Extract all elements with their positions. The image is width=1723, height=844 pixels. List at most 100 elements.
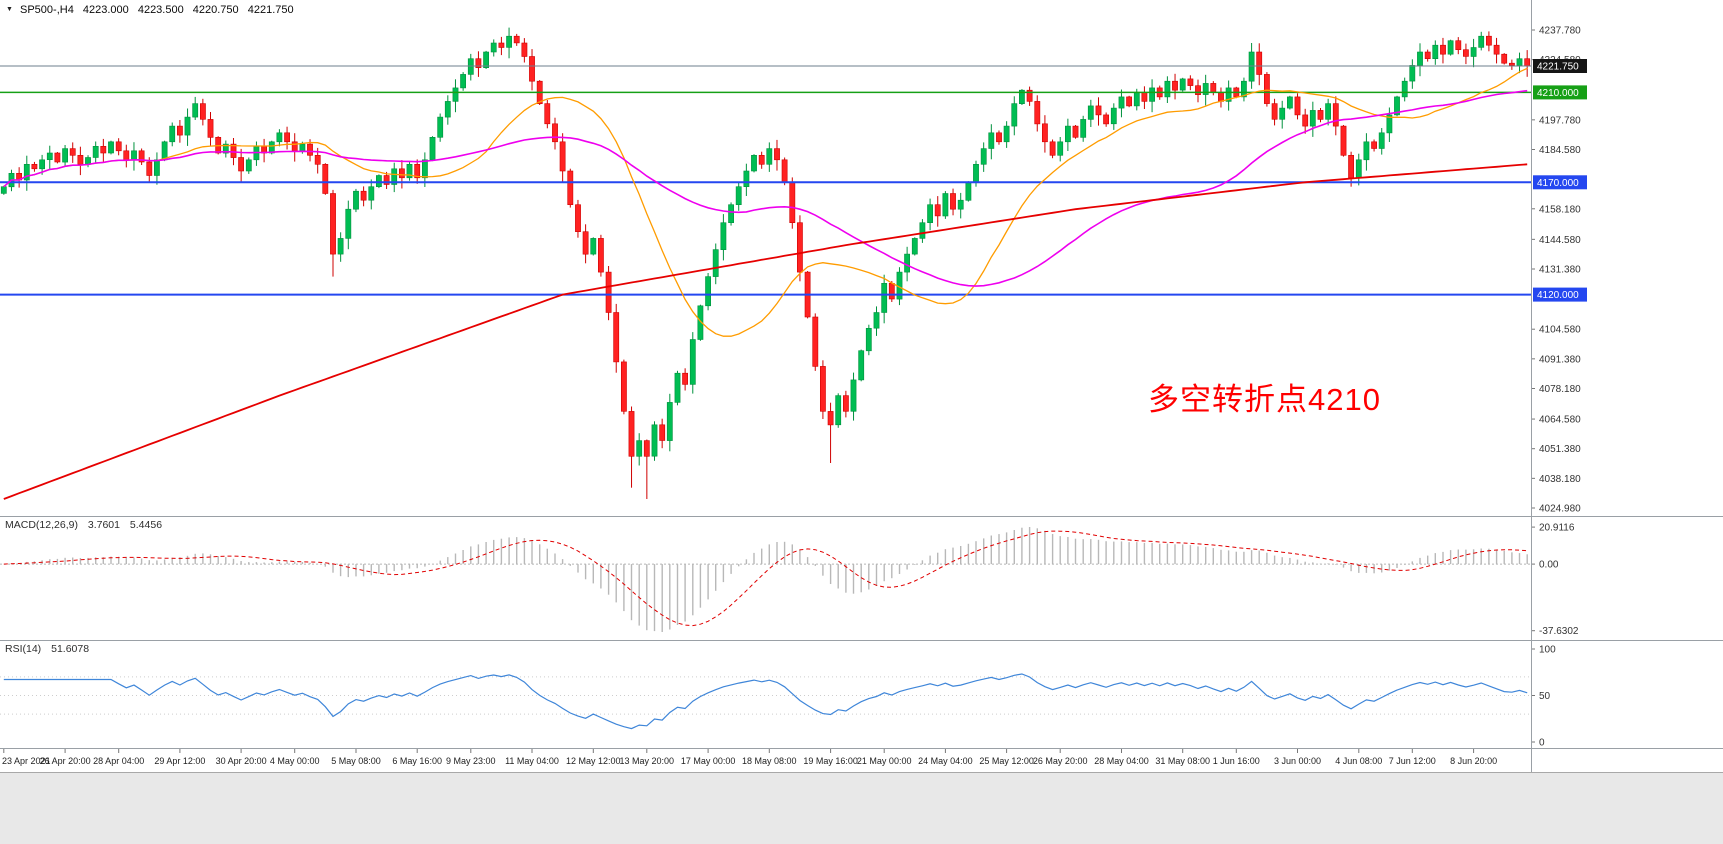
candle-down (1371, 139, 1377, 152)
candle-down (16, 167, 22, 188)
svg-text:4120.000: 4120.000 (1537, 290, 1579, 301)
candle-up (858, 349, 865, 382)
svg-text:100: 100 (1539, 645, 1556, 656)
candle-up (1355, 153, 1362, 186)
candle-up (0, 185, 7, 195)
chart-canvas[interactable]: 4237.7804224.5804197.7804184.5804158.180… (0, 0, 1723, 772)
candle-down (138, 148, 145, 165)
quote-high: 4223.500 (137, 4, 184, 16)
price-badge-4221.750: 4221.750 (1533, 59, 1587, 73)
candle-down (123, 144, 130, 168)
candle-down (1440, 37, 1446, 64)
candle-down (77, 146, 84, 176)
candle-down (414, 159, 421, 184)
collapse-triangle-icon[interactable]: ▼ (6, 6, 13, 13)
candle-up (1018, 89, 1025, 105)
candle-down (100, 138, 107, 163)
time-axis-label: 29 Apr 12:00 (154, 756, 205, 766)
candle-up (988, 124, 995, 160)
candle-down (758, 151, 765, 169)
candle-up (720, 214, 727, 261)
candle-up (1401, 77, 1408, 102)
candle-down (613, 303, 620, 373)
candle-down (1294, 93, 1301, 120)
candle-down (238, 148, 244, 182)
rsi-header: RSI(14) 51.6078 (5, 643, 96, 655)
ma-slow-line (3, 163, 1528, 500)
candle-up (865, 324, 872, 356)
candle-down (1501, 53, 1508, 65)
candle-down (1049, 139, 1056, 159)
time-axis-label: 5 May 08:00 (331, 756, 381, 766)
time-axis-label: 9 May 23:00 (446, 756, 496, 766)
candle-up (1287, 95, 1293, 110)
candle-up (23, 155, 30, 191)
candle-down (552, 117, 558, 150)
candle-down (69, 142, 76, 163)
svg-text:4064.580: 4064.580 (1539, 415, 1581, 426)
candle-up (957, 192, 964, 219)
candle-down (1034, 95, 1041, 132)
candle-down (819, 360, 826, 419)
candle-up (1202, 74, 1209, 106)
candle-down (1509, 59, 1515, 70)
candle-down (330, 189, 336, 277)
price-badge-4120.000: 4120.000 (1533, 287, 1587, 302)
candle-up (406, 161, 413, 181)
macd-histogram (10, 527, 1528, 632)
candle-up (1011, 96, 1018, 136)
candle-down (115, 138, 122, 156)
candle-up (651, 421, 658, 461)
candle-down (582, 224, 589, 264)
candle-up (92, 141, 99, 164)
candle-up (666, 393, 673, 452)
candle-up (965, 181, 972, 202)
candle-down (682, 368, 688, 391)
candles-layer (0, 27, 1531, 499)
candle-down (261, 138, 267, 163)
candle-down (475, 51, 482, 77)
candle-down (659, 418, 666, 449)
candle-up (506, 27, 512, 59)
svg-text:4197.780: 4197.780 (1539, 115, 1581, 126)
candle-up (253, 141, 260, 166)
macd-label: MACD(12,26,9) (5, 519, 78, 531)
candle-up (444, 95, 451, 125)
candle-up (375, 174, 382, 189)
candle-up (276, 129, 283, 147)
svg-text:4091.380: 4091.380 (1539, 354, 1581, 365)
candle-down (1424, 49, 1431, 62)
candle-up (62, 145, 68, 167)
svg-text:0: 0 (1539, 738, 1545, 749)
candle-up (1478, 31, 1485, 51)
candle-up (245, 157, 252, 174)
candle-up (697, 304, 704, 341)
time-axis-label: 4 May 00:00 (270, 756, 320, 766)
candle-down (529, 49, 535, 91)
candle-down (1256, 43, 1263, 86)
svg-text:4184.580: 4184.580 (1539, 145, 1581, 156)
time-axis-label: 31 May 08:00 (1155, 756, 1210, 766)
candle-down (383, 171, 390, 189)
price-badge-4210.000: 4210.000 (1533, 85, 1587, 100)
candle-up (705, 273, 711, 311)
time-axis-label: 19 May 16:00 (803, 756, 858, 766)
candle-up (1309, 101, 1316, 137)
candle-down (1340, 125, 1347, 157)
candle-up (368, 179, 375, 210)
symbol-timeframe-label: SP500-,H4 (20, 4, 74, 16)
candle-up (942, 191, 949, 219)
candle-up (169, 122, 176, 147)
ma-mid-line (3, 89, 1528, 287)
candle-up (674, 370, 681, 406)
candle-down (620, 359, 627, 415)
candle-down (521, 38, 528, 63)
svg-text:4170.000: 4170.000 (1537, 178, 1579, 189)
time-axis-label: 6 May 16:00 (392, 756, 442, 766)
time-axis-label: 8 Jun 20:00 (1450, 756, 1497, 766)
candle-down (1072, 125, 1079, 139)
ma-fast-line (3, 67, 1528, 337)
macd-value-main: 3.7601 (87, 519, 120, 531)
